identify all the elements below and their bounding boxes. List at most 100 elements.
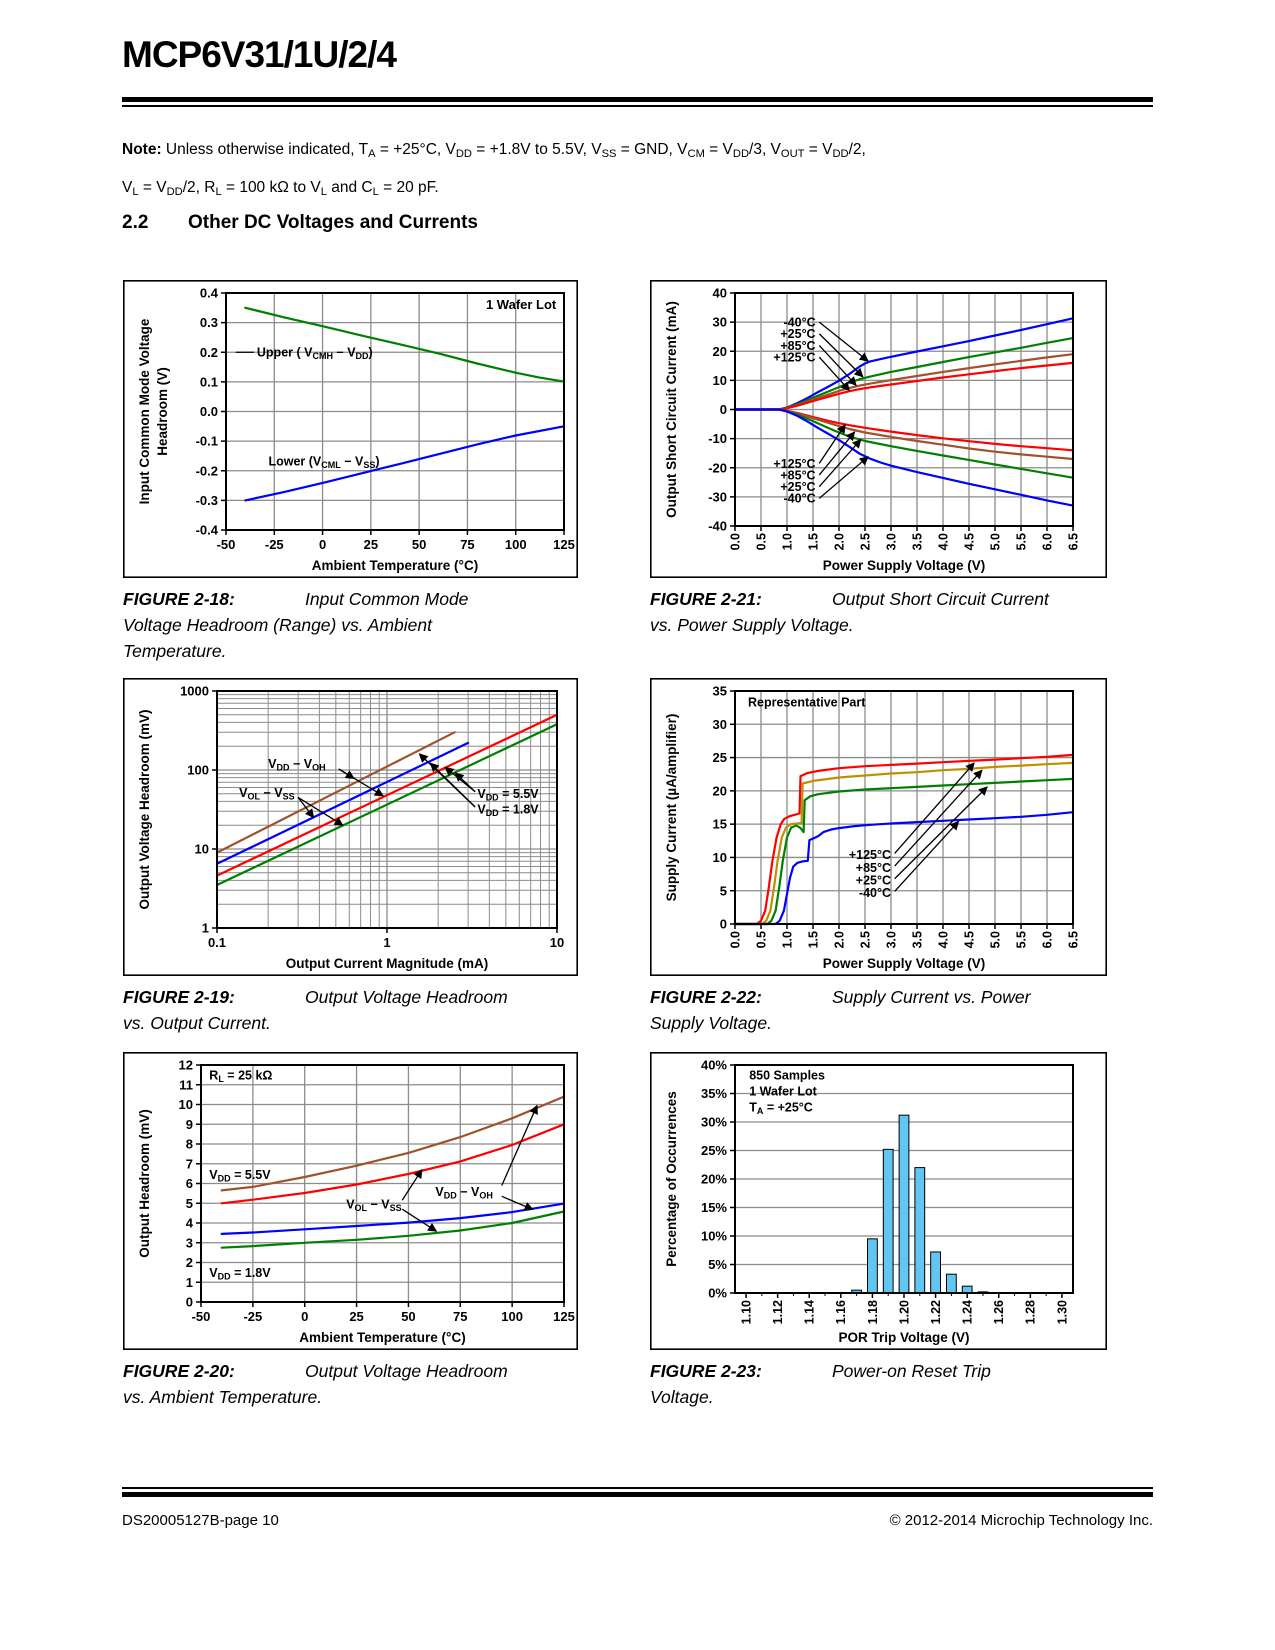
chart-por-trip-voltage-histogram: 40% 35% 30% 25% 20% 15% 10% 5% 0% 1.10 1.12 1.14 1.1… xyxy=(650,1052,1107,1350)
svg-text:6.0: 6.0 xyxy=(1040,931,1054,948)
footer-doc-number: DS20005127B-page 10 xyxy=(122,1512,279,1529)
figure-2-22-caption: FIGURE 2-22: Supply Current vs. Power Supp… xyxy=(650,987,1031,1033)
svg-text:1.0: 1.0 xyxy=(780,931,794,948)
section-number: 2.2 xyxy=(122,212,149,233)
svg-text:9: 9 xyxy=(186,1117,193,1132)
svg-text:4: 4 xyxy=(186,1216,194,1231)
svg-text:1.20: 1.20 xyxy=(897,1300,911,1324)
svg-text:VDD = 5.5V: VDD = 5.5V xyxy=(209,1168,271,1184)
svg-text:+25°C: +25°C xyxy=(780,480,815,494)
svg-text:125: 125 xyxy=(553,537,575,552)
svg-text:6.0: 6.0 xyxy=(1040,533,1054,550)
svg-text:0.4: 0.4 xyxy=(200,286,219,301)
svg-text:20%: 20% xyxy=(701,1172,727,1187)
svg-text:-0.2: -0.2 xyxy=(196,463,218,478)
svg-text:+125°C: +125°C xyxy=(773,457,815,471)
svg-text:25: 25 xyxy=(713,750,727,765)
svg-text:-25: -25 xyxy=(265,537,284,552)
svg-text:Ambient Temperature (°C): Ambient Temperature (°C) xyxy=(299,1330,465,1345)
svg-text:0: 0 xyxy=(319,537,326,552)
svg-text:+85°C: +85°C xyxy=(780,468,815,482)
svg-text:1: 1 xyxy=(202,921,209,936)
svg-text:30: 30 xyxy=(713,717,727,732)
svg-text:10: 10 xyxy=(195,842,209,857)
svg-text:3.5: 3.5 xyxy=(910,533,924,550)
svg-text:1.5: 1.5 xyxy=(806,533,820,550)
svg-text:1 Wafer Lot: 1 Wafer Lot xyxy=(486,297,557,312)
svg-text:-0.3: -0.3 xyxy=(196,493,218,508)
note-text-1: Unless otherwise indicated, TA = +25°C, … xyxy=(165,141,866,160)
svg-text:Output Short Circuit Current (: Output Short Circuit Current (mA) xyxy=(664,301,679,518)
header-rule-thin xyxy=(122,105,1153,107)
svg-text:25: 25 xyxy=(364,537,378,552)
svg-text:15: 15 xyxy=(713,817,727,832)
svg-text:4.5: 4.5 xyxy=(962,533,976,550)
footer-rule-thin xyxy=(122,1487,1153,1489)
svg-text:VDD − VOH: VDD − VOH xyxy=(435,1185,492,1201)
svg-text:2.5: 2.5 xyxy=(858,931,872,948)
svg-text:10: 10 xyxy=(713,850,727,865)
svg-text:15%: 15% xyxy=(701,1200,727,1215)
svg-text:4.5: 4.5 xyxy=(962,931,976,948)
svg-text:0.1: 0.1 xyxy=(200,374,218,389)
svg-text:Power Supply Voltage (V): Power Supply Voltage (V) xyxy=(823,558,986,573)
svg-text:30%: 30% xyxy=(701,1115,727,1130)
svg-text:40%: 40% xyxy=(701,1058,727,1073)
svg-text:11: 11 xyxy=(179,1077,193,1092)
page-title: MCP6V31/1U/2/4 xyxy=(122,34,397,75)
svg-text:-40°C: -40°C xyxy=(784,316,816,330)
svg-text:35: 35 xyxy=(713,684,727,699)
svg-text:1.0: 1.0 xyxy=(780,533,794,550)
svg-text:125: 125 xyxy=(553,1309,575,1324)
svg-text:POR Trip Voltage (V): POR Trip Voltage (V) xyxy=(838,1330,969,1345)
svg-text:VOL − VSS: VOL − VSS xyxy=(239,786,294,802)
svg-text:-20: -20 xyxy=(708,460,727,475)
svg-text:Upper ( VCMH − VDD): Upper ( VCMH − VDD) xyxy=(257,346,373,362)
svg-text:1.5: 1.5 xyxy=(806,931,820,948)
svg-text:50: 50 xyxy=(412,537,426,552)
figure-2-18: 0.4 0.3 0.2 0.1 0.0 -0.1 -0.2 -0.3 -0.4 -50 -25 0 25… xyxy=(123,280,603,664)
svg-text:1.12: 1.12 xyxy=(771,1300,785,1324)
svg-text:+25°C: +25°C xyxy=(856,873,891,887)
figure-2-23-caption: FIGURE 2-23: Power-on Reset Trip Voltage. xyxy=(650,1361,991,1407)
svg-text:1.24: 1.24 xyxy=(961,1300,975,1324)
svg-text:40: 40 xyxy=(713,286,727,301)
svg-text:TA = +25°C: TA = +25°C xyxy=(749,1101,813,1117)
svg-text:-40°C: -40°C xyxy=(784,492,816,506)
svg-text:2.0: 2.0 xyxy=(832,931,846,948)
note-line-1: Note: Unless otherwise indicated, TA = +… xyxy=(122,141,866,160)
svg-text:-0.1: -0.1 xyxy=(196,434,218,449)
svg-text:5.5: 5.5 xyxy=(1014,931,1028,948)
svg-text:30: 30 xyxy=(713,315,727,330)
svg-text:25: 25 xyxy=(349,1309,363,1324)
section-heading: 2.2 Other DC Voltages and Currents xyxy=(122,212,478,234)
svg-text:+85°C: +85°C xyxy=(856,861,891,875)
svg-text:100: 100 xyxy=(187,763,209,778)
svg-text:4.0: 4.0 xyxy=(936,931,950,948)
svg-text:VDD − VOH: VDD − VOH xyxy=(268,757,325,773)
svg-text:1000: 1000 xyxy=(180,684,209,699)
svg-text:0: 0 xyxy=(720,917,727,932)
svg-text:-10: -10 xyxy=(708,431,727,446)
figure-2-22: 35 30 25 20 15 10 5 0 0.0 0.5 1.0 1.5 2.0 2.5 3.0 3.5 4.… xyxy=(650,678,1130,1036)
svg-text:0: 0 xyxy=(720,402,727,417)
svg-text:1.30: 1.30 xyxy=(1055,1300,1069,1324)
svg-text:75: 75 xyxy=(460,537,474,552)
svg-text:7: 7 xyxy=(186,1156,193,1171)
svg-text:25%: 25% xyxy=(701,1143,727,1158)
svg-text:0.0: 0.0 xyxy=(728,533,742,550)
svg-text:0%: 0% xyxy=(708,1286,727,1301)
svg-text:VDD = 1.8V: VDD = 1.8V xyxy=(209,1266,271,1282)
svg-text:VDD = 1.8V: VDD = 1.8V xyxy=(477,802,539,818)
svg-text:10: 10 xyxy=(713,373,727,388)
svg-text:+25°C: +25°C xyxy=(780,327,815,341)
svg-text:1.28: 1.28 xyxy=(1024,1300,1038,1324)
svg-text:+85°C: +85°C xyxy=(780,339,815,353)
svg-text:VOL − VSS: VOL − VSS xyxy=(346,1198,401,1214)
svg-text:-40°C: -40°C xyxy=(859,886,891,900)
footer-copyright: © 2012-2014 Microchip Technology Inc. xyxy=(889,1512,1153,1529)
svg-text:Lower (VCML − VSS): Lower (VCML − VSS) xyxy=(268,455,379,471)
svg-text:100: 100 xyxy=(501,1309,523,1324)
